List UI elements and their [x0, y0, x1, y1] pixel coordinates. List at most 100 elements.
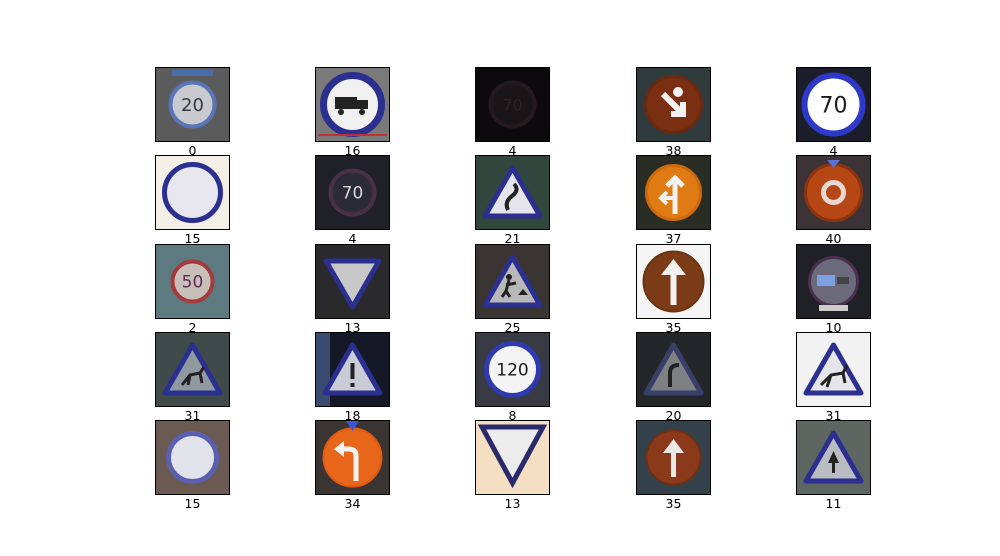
traffic-sign-image — [155, 332, 230, 407]
speed-limit-70-sign-dim: 70 — [328, 168, 377, 217]
keep-right-sign — [644, 75, 703, 134]
ahead-only-sign-2 — [645, 429, 702, 486]
wild-animals-crossing-sign-2 — [803, 342, 864, 396]
class-label: 16 — [344, 143, 361, 158]
class-label: 34 — [344, 496, 361, 511]
traffic-sign-image — [155, 420, 230, 495]
sample-cell: 20 — [636, 332, 711, 423]
sample-cell: 40 — [796, 155, 871, 246]
class-label: 18 — [344, 408, 361, 423]
traffic-sign-image — [796, 244, 871, 319]
dangerous-curve-right-sign — [643, 342, 704, 396]
roundabout-sign — [804, 160, 863, 222]
class-label: 4 — [829, 143, 838, 158]
sample-cell: 15 — [155, 155, 230, 246]
traffic-sign-image: 20 — [155, 67, 230, 142]
sample-cell: 50 2 — [155, 244, 230, 335]
sample-cell: 15 — [155, 420, 230, 511]
double-curve-sign — [482, 165, 543, 219]
sample-cell: 31 — [796, 332, 871, 423]
traffic-sign-image — [475, 155, 550, 230]
sample-cell: 16 — [315, 67, 390, 158]
turn-left-ahead-sign — [322, 421, 383, 488]
svg-text:70: 70 — [342, 184, 364, 204]
sample-cell: 25 — [475, 244, 550, 335]
sample-cell: 70 4 — [796, 67, 871, 158]
no-vehicles-sign — [162, 162, 223, 223]
yield-sign-2 — [477, 424, 548, 489]
sample-cell: 35 — [636, 420, 711, 511]
traffic-sign-image — [475, 420, 550, 495]
no-passing-trucks-sign — [808, 256, 859, 311]
class-label: 0 — [188, 143, 197, 158]
sample-cell: 31 — [155, 332, 230, 423]
sample-cell: 38 — [636, 67, 711, 158]
sample-cell: 13 — [475, 420, 550, 511]
traffic-sign-image — [155, 155, 230, 230]
svg-text:70: 70 — [502, 95, 522, 114]
class-label: 38 — [665, 143, 682, 158]
sample-cell: 18 — [315, 332, 390, 423]
class-label: 31 — [184, 408, 201, 423]
class-label: 20 — [665, 408, 682, 423]
go-straight-or-left-sign — [645, 164, 702, 221]
traffic-sign-image — [636, 67, 711, 142]
svg-text:70: 70 — [820, 93, 848, 118]
wild-animals-crossing-sign — [162, 342, 223, 396]
traffic-sign-image — [315, 67, 390, 142]
speed-limit-70-sign-dark: 70 — [488, 80, 537, 129]
sample-cell: 35 — [636, 244, 711, 335]
class-label: 35 — [665, 320, 682, 335]
traffic-sign-image — [796, 420, 871, 495]
class-label: 31 — [825, 408, 842, 423]
speed-limit-20-sign: 20 — [168, 70, 217, 129]
traffic-sign-image — [315, 244, 390, 319]
sample-cell: 70 4 — [475, 67, 550, 158]
class-label: 35 — [665, 496, 682, 511]
traffic-sign-image — [636, 155, 711, 230]
traffic-sign-image — [796, 155, 871, 230]
traffic-sign-image: 120 — [475, 332, 550, 407]
traffic-sign-image: 70 — [475, 67, 550, 142]
class-label: 4 — [508, 143, 517, 158]
right-of-way-sign — [803, 430, 864, 484]
traffic-sign-image: 70 — [796, 67, 871, 142]
class-label: 13 — [344, 320, 361, 335]
speed-limit-120-sign: 120 — [484, 341, 541, 398]
sample-cell: 13 — [315, 244, 390, 335]
class-label: 37 — [665, 231, 682, 246]
traffic-sign-image: 70 — [315, 155, 390, 230]
class-label: 10 — [825, 320, 842, 335]
speed-limit-50-sign: 50 — [170, 259, 215, 304]
sample-cell: 34 — [315, 420, 390, 511]
speed-limit-70-sign: 70 — [801, 72, 866, 137]
yield-sign — [323, 258, 382, 310]
no-trucks-sign — [318, 72, 387, 137]
road-work-sign — [482, 254, 543, 308]
class-label: 21 — [504, 231, 521, 246]
no-vehicles-sign-2 — [166, 431, 219, 484]
traffic-sign-image — [315, 420, 390, 495]
traffic-sign-image — [636, 244, 711, 319]
sample-cell: 21 — [475, 155, 550, 246]
traffic-sign-image — [636, 332, 711, 407]
svg-text:20: 20 — [181, 95, 204, 116]
class-label: 40 — [825, 231, 842, 246]
class-label: 8 — [508, 408, 517, 423]
class-label: 2 — [188, 320, 197, 335]
sample-cell: 120 8 — [475, 332, 550, 423]
sample-cell: 11 — [796, 420, 871, 511]
traffic-sign-image: 50 — [155, 244, 230, 319]
sample-cell: 20 0 — [155, 67, 230, 158]
ahead-only-sign — [642, 250, 705, 313]
sample-cell: 37 — [636, 155, 711, 246]
class-label: 15 — [184, 496, 201, 511]
class-label: 25 — [504, 320, 521, 335]
svg-text:120: 120 — [496, 361, 528, 381]
traffic-sign-image — [475, 244, 550, 319]
sample-cell: 10 — [796, 244, 871, 335]
class-label: 13 — [504, 496, 521, 511]
svg-text:50: 50 — [182, 273, 204, 293]
class-label: 15 — [184, 231, 201, 246]
